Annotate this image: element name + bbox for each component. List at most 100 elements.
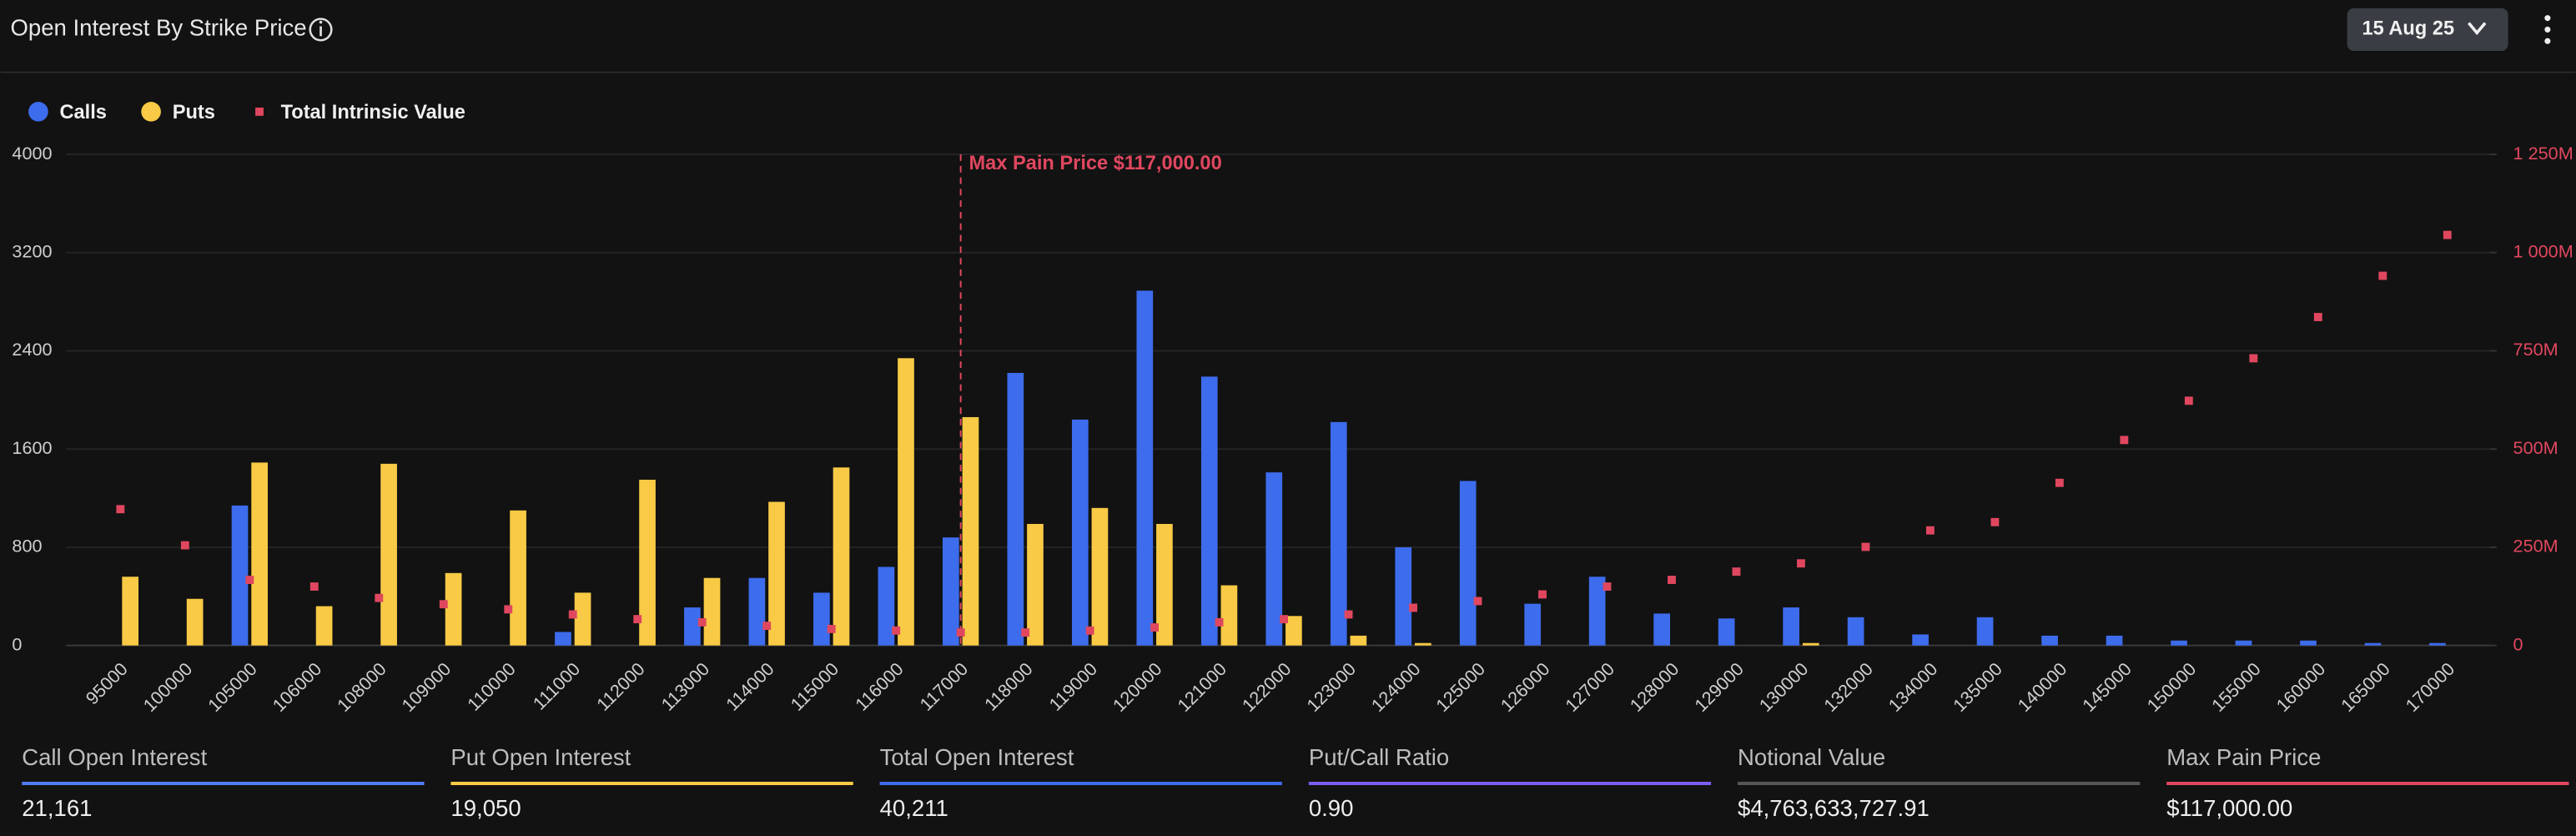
bar	[1976, 617, 1994, 646]
stat-label: Max Pain Price	[2166, 744, 2321, 770]
panel-title: Open Interest By Strike Price	[10, 15, 306, 41]
bar	[813, 592, 830, 646]
point	[827, 624, 836, 633]
point	[375, 593, 384, 602]
date-dropdown[interactable]: 15 Aug 25	[2347, 8, 2508, 52]
point	[2249, 354, 2258, 363]
legend-swatch[interactable]	[255, 107, 264, 116]
bar	[1718, 618, 1735, 646]
bar	[1653, 613, 1671, 646]
bar	[2106, 635, 2123, 646]
y2-tick-label: 250M	[2513, 536, 2558, 556]
bar	[962, 416, 979, 646]
bar	[251, 462, 268, 646]
bar	[1802, 642, 1819, 646]
bar	[315, 606, 333, 646]
bar	[684, 607, 701, 646]
bar	[510, 510, 526, 646]
bar	[122, 577, 139, 646]
bar	[639, 479, 656, 646]
date-dropdown-label: 15 Aug 25	[2362, 18, 2454, 40]
bar	[1071, 419, 1089, 646]
stat-value: $117,000.00	[2166, 795, 2292, 821]
y-tick-label: 2400	[12, 339, 52, 360]
bar	[2235, 640, 2252, 646]
stat-value: $4,763,633,727.91	[1738, 795, 1929, 821]
y2-tick-label: 0	[2513, 633, 2523, 654]
stat-label: Total Open Interest	[880, 744, 1074, 770]
stat-value: 40,211	[880, 795, 948, 821]
y-tick-label: 800	[12, 536, 42, 556]
bar	[1524, 603, 1542, 646]
info-icon[interactable]	[309, 18, 333, 42]
stat-value: 0.90	[1309, 795, 1354, 821]
bar	[1588, 577, 1606, 646]
point	[1668, 576, 1676, 584]
point	[1538, 590, 1547, 599]
bar	[2300, 640, 2317, 646]
y-tick-label: 3200	[12, 240, 52, 261]
y-tick-label: 4000	[12, 143, 52, 164]
point	[2443, 230, 2452, 239]
bar	[574, 592, 591, 646]
legend-swatch[interactable]	[141, 102, 161, 122]
stat-label: Call Open Interest	[22, 744, 207, 770]
bar	[878, 567, 895, 646]
bar	[2364, 642, 2382, 646]
point	[633, 615, 642, 624]
bar	[768, 501, 785, 646]
bar	[748, 577, 766, 646]
bar	[231, 505, 249, 646]
bar	[1912, 634, 1929, 646]
bar	[1847, 617, 1864, 646]
y2-tick-label: 1 000M	[2513, 240, 2573, 261]
y2-tick-label: 750M	[2513, 339, 2558, 360]
bar	[2041, 635, 2058, 646]
y2-tick-label: 500M	[2513, 437, 2558, 458]
point	[1085, 626, 1094, 635]
bar	[1136, 290, 1154, 646]
point	[1797, 559, 1805, 568]
bar	[1395, 546, 1412, 646]
bar	[703, 577, 721, 646]
point	[762, 622, 772, 631]
bar	[1285, 616, 1302, 646]
point	[1344, 610, 1353, 619]
bar	[1265, 472, 1283, 646]
bar	[1027, 523, 1044, 646]
point	[568, 610, 577, 619]
bar	[1459, 481, 1477, 646]
more-menu[interactable]	[2544, 15, 2551, 44]
max-pain-label: Max Pain Price $117,000.00	[969, 153, 1221, 174]
point	[956, 628, 965, 637]
point	[2120, 436, 2129, 445]
point	[1926, 526, 1935, 535]
legend-label[interactable]: Total Intrinsic Value	[281, 102, 465, 123]
point	[116, 505, 125, 514]
bar	[1415, 642, 1431, 646]
point	[1021, 628, 1030, 637]
legend-label[interactable]: Calls	[60, 102, 107, 123]
legend-swatch[interactable]	[28, 102, 48, 122]
bar	[833, 467, 850, 646]
bar	[1200, 376, 1218, 646]
point	[245, 576, 254, 584]
point	[2313, 313, 2322, 321]
bar	[186, 598, 204, 646]
point	[1409, 603, 1417, 612]
bar	[1783, 607, 1799, 646]
point	[1280, 615, 1288, 624]
bar	[380, 463, 397, 646]
legend-label[interactable]: Puts	[173, 102, 215, 123]
y2-tick-label: 1 250M	[2513, 143, 2573, 164]
bar	[555, 632, 571, 646]
point	[1150, 623, 1160, 632]
stat-label: Notional Value	[1738, 744, 1885, 770]
point	[2378, 271, 2387, 280]
stat-label: Put Open Interest	[450, 744, 631, 770]
point	[504, 605, 513, 614]
point	[439, 600, 448, 609]
bar	[1156, 523, 1173, 646]
bar	[1330, 421, 1347, 646]
